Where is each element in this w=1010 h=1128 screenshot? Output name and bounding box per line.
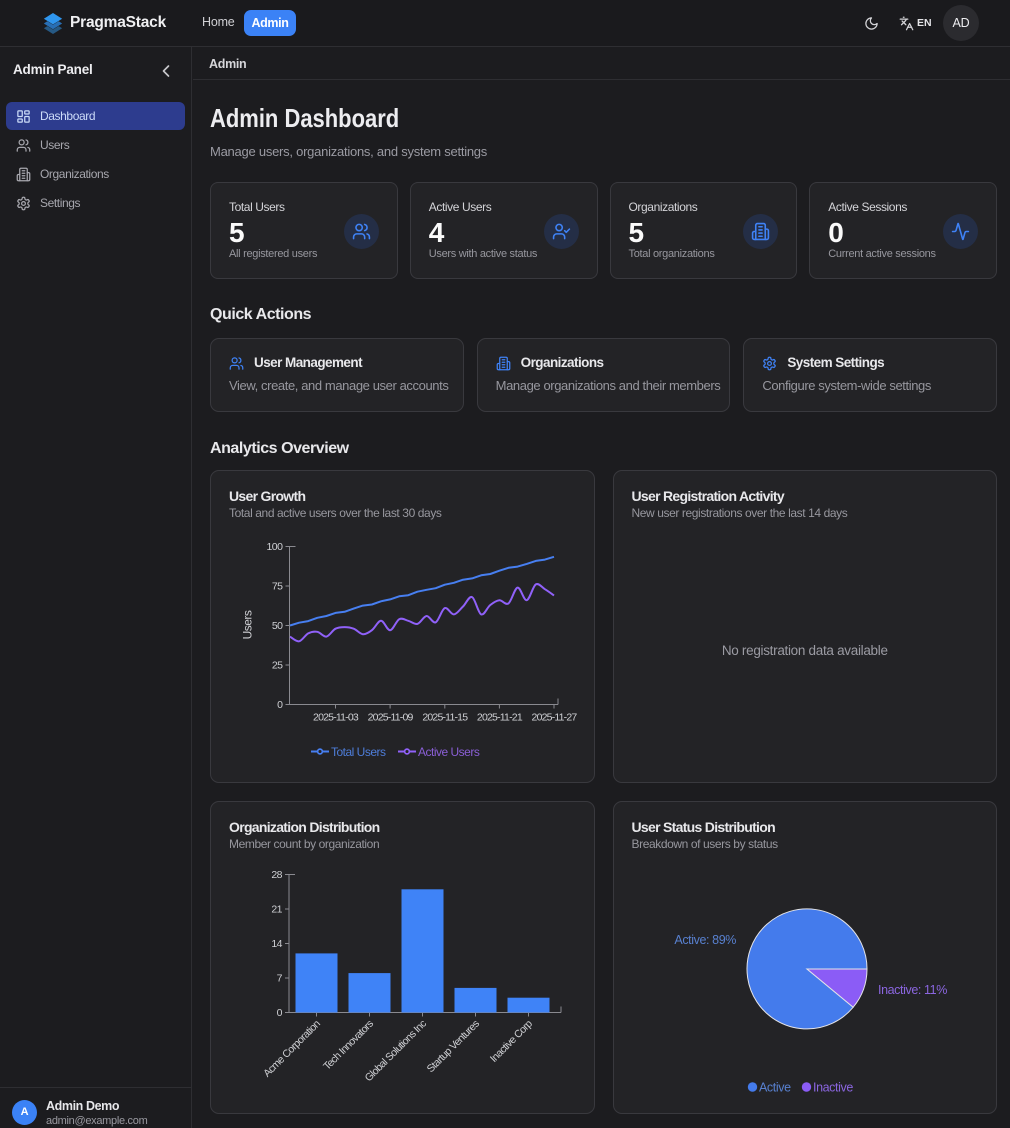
svg-text:Inactive: Inactive <box>813 1081 853 1095</box>
svg-text:28: 28 <box>271 869 282 881</box>
svg-text:2025-11-27: 2025-11-27 <box>532 712 578 724</box>
svg-text:Users: Users <box>241 610 255 639</box>
svg-text:Total Users: Total Users <box>331 745 386 759</box>
svg-text:2025-11-03: 2025-11-03 <box>313 712 359 724</box>
svg-text:Inactive: 11%: Inactive: 11% <box>878 983 947 997</box>
svg-text:Active: 89%: Active: 89% <box>674 933 736 947</box>
svg-text:21: 21 <box>271 904 282 916</box>
svg-text:Active: Active <box>759 1081 791 1095</box>
svg-text:25: 25 <box>272 660 283 672</box>
svg-text:75: 75 <box>272 581 283 593</box>
svg-text:Inactive Corp: Inactive Corp <box>488 1018 535 1065</box>
svg-text:7: 7 <box>277 973 283 985</box>
svg-text:Tech Innovators: Tech Innovators <box>321 1018 376 1073</box>
svg-text:0: 0 <box>277 1007 283 1019</box>
svg-text:Acme Corporation: Acme Corporation <box>261 1018 323 1080</box>
svg-text:Active Users: Active Users <box>418 745 480 759</box>
svg-text:100: 100 <box>266 541 283 553</box>
svg-text:50: 50 <box>272 620 283 632</box>
svg-text:0: 0 <box>277 699 283 711</box>
svg-text:2025-11-09: 2025-11-09 <box>368 712 414 724</box>
svg-text:2025-11-15: 2025-11-15 <box>422 712 468 724</box>
svg-text:14: 14 <box>271 938 282 950</box>
svg-text:2025-11-21: 2025-11-21 <box>477 712 523 724</box>
svg-text:Startup Ventures: Startup Ventures <box>425 1018 482 1075</box>
